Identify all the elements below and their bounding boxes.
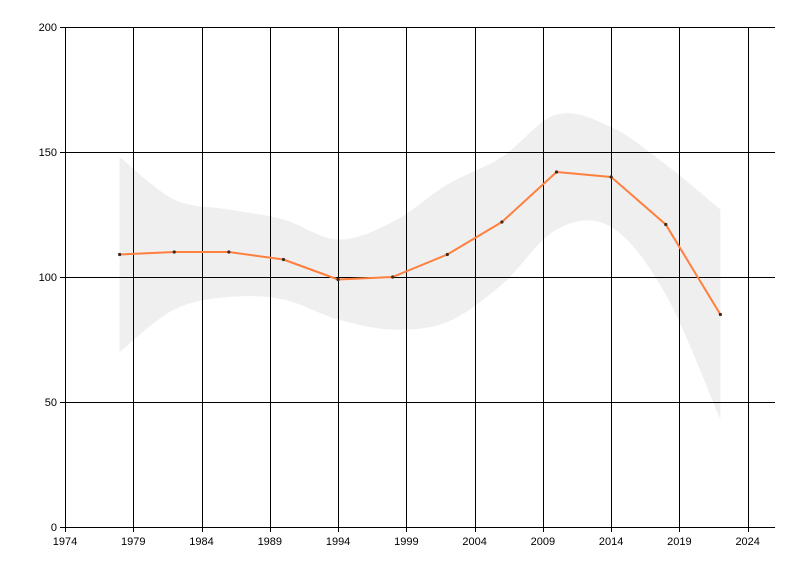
x-tick-label-1989: 1989 [258,536,282,548]
data-point-1986 [227,250,231,254]
y-tick-label-0: 0 [51,522,57,534]
y-tick-label-100: 100 [39,272,57,284]
series-layer [118,170,722,317]
y-tick-label-200: 200 [39,22,57,34]
x-tick-label-2019: 2019 [667,536,691,548]
data-point-2006 [500,220,504,224]
x-tick-label-1999: 1999 [394,536,418,548]
tick-label-layer: 1974 1979 1984 1989 1994 1999 2004 2009 2014 2019… [39,22,760,548]
data-point-2002 [445,252,449,257]
x-tick-label-2024: 2024 [735,536,759,548]
x-tick-label-2004: 2004 [462,536,486,548]
data-point-1982 [172,250,176,254]
data-point-2022 [718,312,722,317]
data-point-2010 [554,170,559,174]
x-tick-label-1979: 1979 [121,536,145,548]
y-tick-label-150: 150 [39,147,57,159]
x-tick-label-1994: 1994 [326,536,350,548]
x-tick-label-1984: 1984 [189,536,213,548]
data-point-1978 [118,252,122,257]
y-tick-label-50: 50 [45,397,57,409]
axis-layer [60,27,775,532]
data-point-2018 [664,222,668,227]
data-point-1990 [281,257,286,262]
grid-layer [65,27,775,528]
x-tick-label-2014: 2014 [599,536,623,548]
x-tick-label-1974: 1974 [53,536,77,548]
data-point-1994 [336,277,340,282]
data-point-1998 [391,275,395,279]
series-line-0 [119,171,722,316]
x-tick-label-2009: 2009 [531,536,555,548]
data-point-2014 [609,175,613,179]
